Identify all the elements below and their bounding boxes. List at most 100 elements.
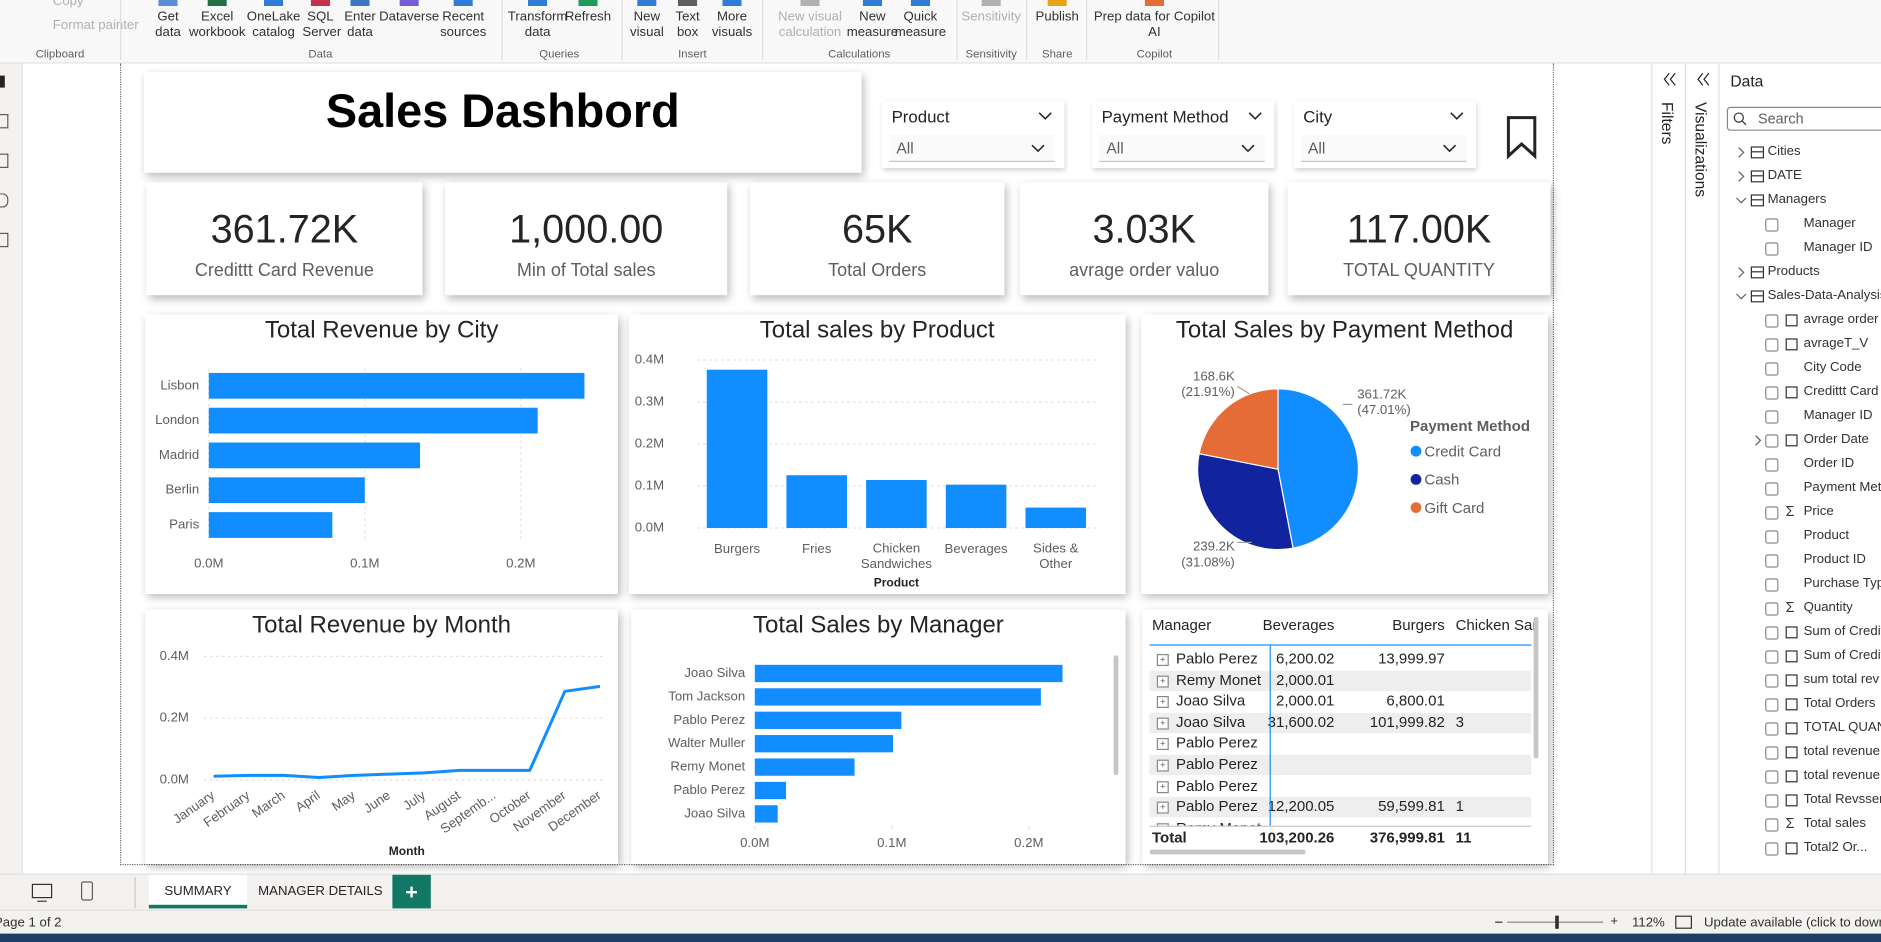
data-table[interactable]: DATE <box>1767 168 1802 183</box>
expand-button[interactable]: + <box>1156 738 1169 751</box>
field-checkbox[interactable] <box>1765 338 1779 352</box>
filters-pane[interactable]: Filters <box>1651 63 1687 874</box>
data-field[interactable]: Price <box>1803 504 1834 519</box>
bar[interactable] <box>754 758 855 776</box>
field-checkbox[interactable] <box>1765 506 1779 520</box>
data-field[interactable]: Purchase Type <box>1803 576 1881 591</box>
legend-entry[interactable]: Credit Card <box>1424 443 1501 460</box>
visualizations-pane[interactable]: Visualizations <box>1684 63 1720 874</box>
dropdown-chevron[interactable] <box>1442 144 1457 154</box>
expand-button[interactable]: + <box>1156 717 1169 730</box>
ribbon-icon[interactable] <box>637 0 657 7</box>
ribbon-button[interactable]: New visual <box>630 9 664 40</box>
dropdown-chevron[interactable] <box>1031 144 1045 154</box>
bar[interactable] <box>754 664 1063 683</box>
slicer[interactable]: Product All <box>882 100 1065 168</box>
ribbon-icon[interactable] <box>800 0 820 7</box>
pie-slice[interactable] <box>1277 388 1359 549</box>
slicer[interactable]: City All <box>1293 100 1476 168</box>
expand-button[interactable]: + <box>1156 675 1169 688</box>
filters-label[interactable]: Filters <box>1658 102 1677 145</box>
legend-entry[interactable]: Gift Card <box>1424 500 1484 517</box>
visualizations-label[interactable]: Visualizations <box>1692 102 1711 198</box>
fit-page[interactable] <box>1675 915 1693 929</box>
ribbon-button[interactable]: New visual calculation <box>778 9 842 40</box>
data-table[interactable]: Products <box>1767 264 1820 279</box>
data-field[interactable]: Product ID <box>1803 552 1866 567</box>
ribbon-button[interactable]: Quick measure <box>894 9 947 40</box>
ribbon-button[interactable]: Transform data <box>507 9 568 40</box>
collapsed-chevron[interactable] <box>1735 266 1747 278</box>
page-tab[interactable]: SUMMARY <box>148 874 248 909</box>
ribbon-icon[interactable] <box>862 0 883 7</box>
field-checkbox[interactable] <box>1765 674 1779 688</box>
field-checkbox[interactable] <box>1765 578 1779 592</box>
ribbon-button[interactable]: Prep data for Copilot AI <box>1093 9 1215 40</box>
data-field[interactable]: total revenue <box>1803 744 1880 759</box>
ribbon-button[interactable]: New measure <box>846 9 899 40</box>
ribbon-button[interactable]: Enter data <box>344 9 376 40</box>
data-field[interactable]: avrage order va <box>1803 312 1881 327</box>
ribbon-button[interactable]: Refresh <box>564 9 612 24</box>
bar[interactable] <box>754 805 778 823</box>
ribbon-button[interactable]: SQL Server <box>302 9 342 40</box>
data-field[interactable]: Manager <box>1803 216 1856 231</box>
h-scrollbar[interactable] <box>1149 849 1306 855</box>
legend-entry[interactable]: Cash <box>1424 472 1459 489</box>
field-checkbox[interactable] <box>1765 242 1779 256</box>
field-checkbox[interactable] <box>1765 434 1779 448</box>
report-view-icon[interactable] <box>0 75 5 88</box>
bar[interactable] <box>754 688 1041 706</box>
slicer[interactable]: Payment Method All <box>1092 100 1275 168</box>
data-field[interactable]: Order ID <box>1803 456 1855 471</box>
bar[interactable] <box>208 477 365 504</box>
legend-marker[interactable] <box>1410 502 1422 513</box>
field-checkbox[interactable] <box>1765 458 1779 472</box>
ribbon-button[interactable]: Get data <box>155 9 181 40</box>
dax-view-icon[interactable] <box>0 193 9 208</box>
data-field[interactable]: Credittt Card R <box>1803 384 1881 399</box>
field-checkbox[interactable] <box>1765 698 1779 712</box>
ribbon-icon[interactable] <box>207 0 227 7</box>
dropdown-chevron[interactable] <box>1241 144 1255 154</box>
data-table[interactable]: Cities <box>1767 144 1801 159</box>
ribbon-icon[interactable] <box>981 0 1001 7</box>
bar[interactable] <box>1025 507 1087 528</box>
table-view-icon[interactable] <box>0 114 9 129</box>
data-table[interactable]: Managers <box>1767 192 1827 207</box>
data-field[interactable]: TOTAL QUANTI <box>1803 720 1881 735</box>
bar[interactable] <box>866 479 927 528</box>
scrollbar[interactable] <box>1113 655 1119 776</box>
ribbon-button[interactable]: Recent sources <box>440 9 487 40</box>
collapsed-chevron[interactable] <box>1735 170 1747 182</box>
collapsed-chevron[interactable] <box>1752 434 1764 446</box>
slicer-dropdown[interactable]: All <box>1300 134 1467 162</box>
ribbon-button[interactable]: Text box <box>675 9 700 40</box>
bar[interactable] <box>706 369 768 528</box>
ribbon-button[interactable]: Publish <box>1035 9 1079 24</box>
collapse-icon[interactable] <box>1694 71 1711 88</box>
legend-marker[interactable] <box>1410 474 1422 485</box>
pie-slice[interactable] <box>1198 388 1279 470</box>
expand-button[interactable]: + <box>1156 654 1169 666</box>
expand-button[interactable]: + <box>1156 759 1169 772</box>
field-checkbox[interactable] <box>1765 746 1779 760</box>
tmdl-view-icon[interactable] <box>0 232 9 248</box>
field-checkbox[interactable] <box>1765 314 1779 328</box>
pie-slice[interactable] <box>1197 452 1294 551</box>
update-notice[interactable]: Update available (click to download) <box>1704 915 1881 931</box>
field-checkbox[interactable] <box>1765 818 1779 832</box>
v-scrollbar[interactable] <box>1533 616 1539 759</box>
data-field[interactable]: Total Orders <box>1803 696 1876 711</box>
slicer-dropdown[interactable]: All <box>889 134 1055 162</box>
bar[interactable] <box>754 735 894 753</box>
collapsed-chevron[interactable] <box>1735 146 1747 158</box>
bar[interactable] <box>754 711 902 729</box>
ribbon-icon[interactable] <box>158 0 178 7</box>
ribbon-icon[interactable] <box>1047 0 1067 7</box>
ribbon-icon[interactable] <box>264 0 284 7</box>
ribbon-icon[interactable] <box>578 0 598 7</box>
field-checkbox[interactable] <box>1765 602 1779 616</box>
field-checkbox[interactable] <box>1765 794 1779 808</box>
ribbon-icon[interactable] <box>310 0 330 7</box>
